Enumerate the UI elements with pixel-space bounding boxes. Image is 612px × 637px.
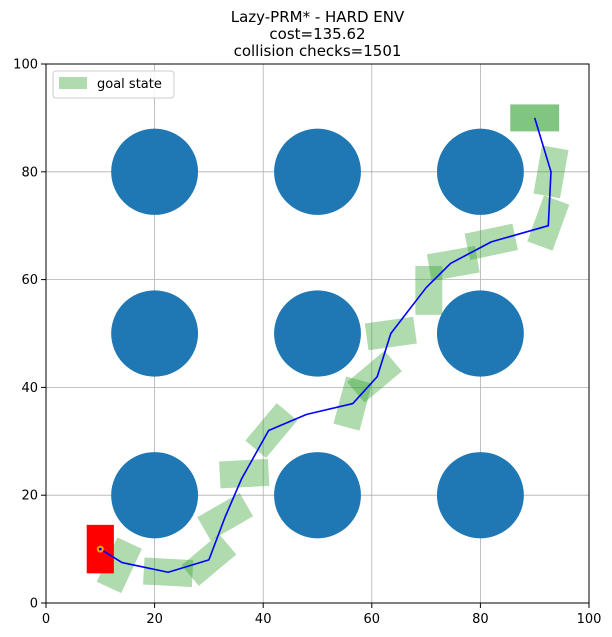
x-tick-label-2: 40	[255, 612, 272, 627]
intermediate-state-1	[96, 537, 142, 594]
obstacle-circle-9	[436, 452, 524, 539]
planned-path	[96, 117, 552, 574]
obstacle-circle-1	[111, 128, 199, 215]
title-line-1: Lazy-PRM* - HARD ENV	[231, 8, 405, 26]
x-tick-label-0: 0	[42, 612, 50, 627]
y-axis-ticks: 0 20 40 60 80 100	[13, 58, 46, 612]
obstacle-circle-4	[111, 290, 199, 377]
y-tick-label-1: 20	[21, 489, 38, 504]
y-tick-label-0: 0	[30, 597, 38, 612]
obstacle-circle-2	[274, 128, 361, 215]
x-tick-label-3: 60	[364, 612, 381, 627]
x-tick-label-1: 20	[146, 612, 163, 627]
y-tick-label-2: 40	[21, 381, 38, 396]
intermediate-state-6	[245, 403, 298, 458]
obstacles	[111, 128, 524, 539]
y-tick-label-4: 80	[21, 165, 38, 180]
obstacle-circle-3	[436, 128, 524, 215]
legend-swatch-1	[59, 77, 87, 89]
plot-frame	[45, 63, 590, 604]
start-marker-center	[98, 547, 102, 551]
intermediate-state-8	[347, 350, 402, 403]
x-tick-label-4: 80	[472, 612, 489, 627]
y-tick-label-3: 60	[21, 273, 38, 288]
obstacle-circle-7	[111, 452, 199, 539]
legend-box	[52, 70, 175, 99]
obstacle-circle-8	[274, 452, 361, 539]
legend: goal state	[52, 70, 175, 99]
path-line	[99, 117, 552, 574]
x-axis-ticks: 0 20 40 60 80 100	[42, 603, 602, 627]
plot-border	[45, 63, 590, 604]
y-tick-label-5: 100	[13, 58, 38, 73]
title-line-3: collision checks=1501	[234, 42, 402, 60]
chart-title: Lazy-PRM* - HARD ENVcost=135.62collision…	[231, 8, 405, 60]
obstacle-circle-5	[274, 290, 361, 377]
obstacle-circle-6	[436, 290, 524, 377]
legend-label-1: goal state	[97, 77, 162, 92]
title-line-2: cost=135.62	[269, 25, 365, 43]
x-tick-label-5: 100	[577, 612, 602, 627]
